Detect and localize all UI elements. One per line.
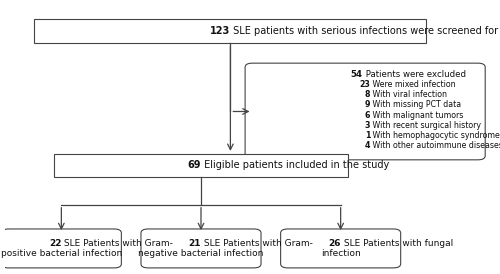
Text: 6: 6 [364,110,370,119]
Text: 54: 54 [350,70,362,79]
FancyBboxPatch shape [280,229,400,268]
Text: SLE patients with serious infections were screened for eligibility: SLE patients with serious infections wer… [230,26,500,36]
Text: 9: 9 [364,101,370,109]
Text: Were mixed infection: Were mixed infection [370,80,456,89]
Text: positive bacterial infection: positive bacterial infection [0,249,122,258]
Text: With malignant tumors: With malignant tumors [370,110,464,119]
FancyBboxPatch shape [34,19,426,43]
Text: 123: 123 [210,26,231,36]
Text: With other autoimmune diseases: With other autoimmune diseases [370,141,500,150]
Text: 8: 8 [364,90,370,99]
Text: 21: 21 [188,239,201,248]
Text: 23: 23 [359,80,370,89]
Text: Patients were excluded: Patients were excluded [362,70,466,79]
Text: With missing PCT data: With missing PCT data [370,101,461,109]
Text: 3: 3 [364,121,370,130]
Text: SLE Patients with Gram-: SLE Patients with Gram- [201,239,313,248]
FancyBboxPatch shape [141,229,261,268]
Text: With hemophagocytic syndrome: With hemophagocytic syndrome [370,131,500,140]
Text: SLE Patients with fungal: SLE Patients with fungal [340,239,453,248]
FancyBboxPatch shape [245,63,485,160]
Text: 22: 22 [49,239,62,248]
Text: 1: 1 [364,131,370,140]
Text: 26: 26 [328,239,340,248]
Text: negative bacterial infection: negative bacterial infection [138,249,264,258]
Text: SLE Patients with Gram-: SLE Patients with Gram- [62,239,173,248]
Text: 69: 69 [188,160,201,170]
Text: Eligible patients included in the study: Eligible patients included in the study [201,160,389,170]
FancyBboxPatch shape [54,154,348,177]
Text: 4: 4 [364,141,370,150]
FancyBboxPatch shape [2,229,122,268]
Text: With recent surgical history: With recent surgical history [370,121,481,130]
Text: With viral infection: With viral infection [370,90,447,99]
Text: infection: infection [321,249,360,258]
